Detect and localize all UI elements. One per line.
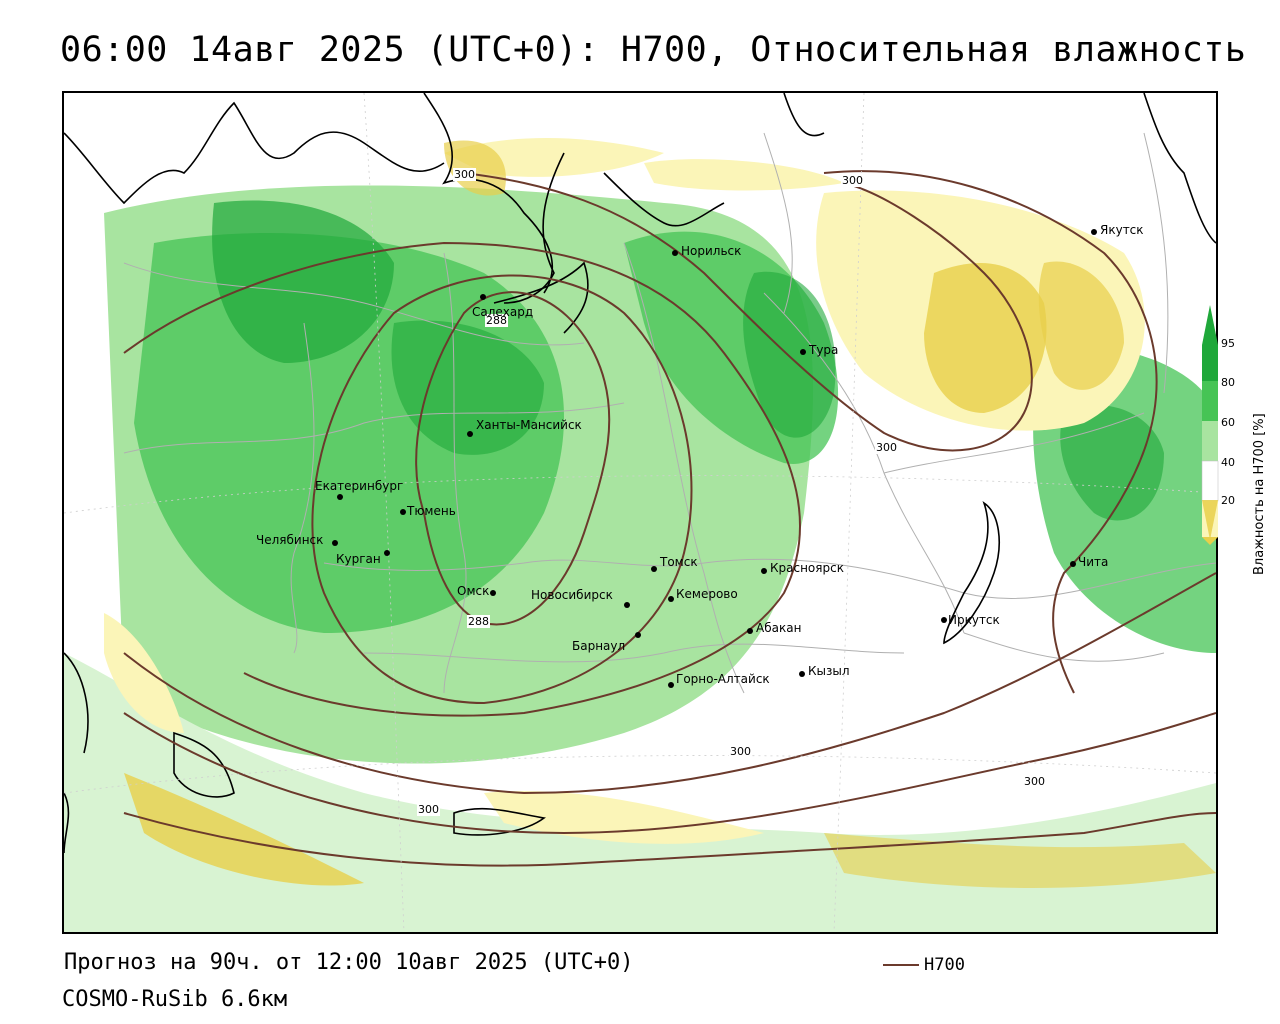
city-label-tyumen: Тюмень (407, 504, 456, 518)
city-marker (668, 682, 674, 688)
city-marker (337, 494, 343, 500)
city-marker (672, 250, 678, 256)
city-marker (384, 550, 390, 556)
city-label-tomsk: Томск (660, 555, 698, 569)
city-marker (799, 671, 805, 677)
city-label-salekhard: Салехард (472, 305, 534, 319)
city-label-chelyabinsk: Челябинск (256, 533, 324, 547)
city-label-yakutsk: Якутск (1100, 223, 1144, 237)
city-label-krasnoyarsk: Красноярск (770, 561, 844, 575)
city-label-omsk: Омск (457, 584, 490, 598)
city-marker (1091, 229, 1097, 235)
coastlines (64, 93, 1216, 854)
contour-label: 288 (485, 314, 508, 327)
contour-label: 300 (417, 803, 440, 816)
h700-contours (123, 170, 1216, 867)
city-label-kemerovo: Кемерово (676, 587, 738, 601)
forecast-info: Прогноз на 90ч. от 12:00 10авг 2025 (UTC… (64, 950, 634, 975)
h700-legend-line (883, 964, 919, 966)
city-label-abakan: Абакан (756, 621, 802, 635)
contour-label: 300 (1023, 775, 1046, 788)
city-marker (332, 540, 338, 546)
contour-label: 300 (841, 174, 864, 187)
map-title: 06:00 14авг 2025 (UTC+0): H700, Относите… (60, 30, 1247, 70)
city-marker (668, 596, 674, 602)
legend-tick: 95 (1221, 337, 1235, 350)
map-panel: 300 288 288 300 300 300 300 300 Норильск… (62, 91, 1218, 934)
city-label-novosibirsk: Новосибирск (531, 588, 613, 602)
legend-tick: 60 (1221, 416, 1235, 429)
model-name: COSMO-RuSib 6.6км (62, 987, 288, 1012)
city-marker (480, 294, 486, 300)
city-marker (635, 632, 641, 638)
city-label-kyzyl: Кызыл (808, 664, 850, 678)
city-label-khanty-mansiysk: Ханты-Мансийск (476, 418, 582, 432)
contour-label: 300 (729, 745, 752, 758)
legend-tick: 40 (1221, 456, 1235, 469)
city-label-irkutsk: Иркутск (948, 613, 1000, 627)
city-label-chita: Чита (1078, 555, 1109, 569)
city-marker (1070, 561, 1076, 567)
humidity-field (64, 138, 1216, 932)
city-marker (490, 590, 496, 596)
legend-tick: 20 (1221, 494, 1235, 507)
city-marker (800, 349, 806, 355)
city-label-barnaul: Барнаул (572, 639, 626, 653)
contour-label: 300 (875, 441, 898, 454)
h700-legend-label: H700 (924, 955, 965, 975)
city-marker (651, 566, 657, 572)
city-marker (400, 509, 406, 515)
map-canvas (64, 93, 1216, 932)
city-marker (941, 617, 947, 623)
contour-label: 288 (467, 615, 490, 628)
city-marker (747, 628, 753, 634)
city-label-yekaterinburg: Екатеринбург (315, 479, 404, 493)
humidity-colorbar (1201, 305, 1219, 545)
legend-title: Влажность на H700 [%] (1252, 413, 1267, 575)
city-marker (467, 431, 473, 437)
graticule (64, 93, 1216, 932)
city-label-kurgan: Курган (336, 552, 381, 566)
contour-label: 300 (453, 168, 476, 181)
legend-tick: 80 (1221, 376, 1235, 389)
city-label-tura: Тура (809, 343, 839, 357)
city-label-norilsk: Норильск (681, 244, 742, 258)
city-marker (624, 602, 630, 608)
city-marker (761, 568, 767, 574)
region-borders (123, 132, 1216, 694)
city-label-gorno-altaysk: Горно-Алтайск (676, 672, 770, 686)
